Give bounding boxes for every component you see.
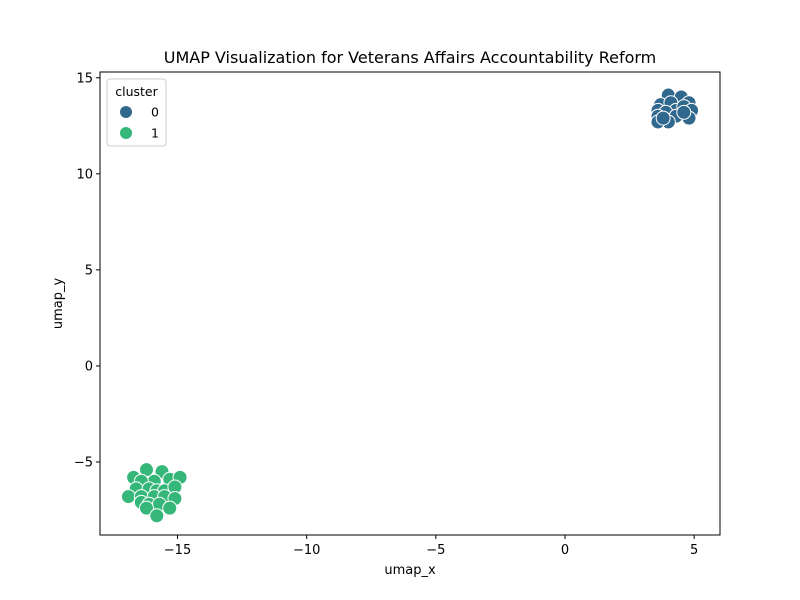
y-axis-ticks: −5 0 5 10 15: [74, 71, 100, 470]
plot-points: [120, 87, 700, 524]
x-tick-label: −15: [164, 543, 191, 558]
y-tick-label: 0: [85, 359, 93, 374]
scatter-point-cluster-1: [120, 489, 136, 505]
legend-title: cluster: [115, 84, 158, 99]
legend-items: 01: [119, 105, 159, 141]
legend-marker-cluster-0: [119, 105, 133, 119]
y-tick-label: 15: [76, 71, 93, 86]
x-axis-label: umap_x: [384, 563, 436, 578]
legend-label-cluster-0: 0: [151, 105, 159, 120]
x-tick-label: −5: [426, 543, 445, 558]
y-tick-label: −5: [74, 455, 93, 470]
x-tick-label: 0: [561, 543, 569, 558]
y-tick-label: 10: [76, 167, 93, 182]
plot-frame: [99, 71, 721, 536]
x-tick-label: 5: [690, 543, 698, 558]
scatter-point-cluster-0: [676, 104, 692, 120]
scatter-point-cluster-1: [139, 500, 154, 516]
y-tick-label: 5: [85, 263, 93, 278]
scatter-point-cluster-0: [655, 110, 671, 126]
scatter-point-cluster-1: [162, 500, 178, 516]
legend-marker-cluster-1: [119, 126, 133, 140]
scatter-point-cluster-1: [149, 508, 165, 524]
legend: cluster 01: [106, 78, 167, 147]
legend-label-cluster-1: 1: [151, 126, 159, 141]
x-tick-label: −10: [293, 543, 320, 558]
chart-title: UMAP Visualization for Veterans Affairs …: [164, 48, 657, 67]
x-axis-ticks: −15 −10 −5 0 5: [164, 535, 698, 558]
y-axis-label: umap_y: [51, 278, 66, 330]
